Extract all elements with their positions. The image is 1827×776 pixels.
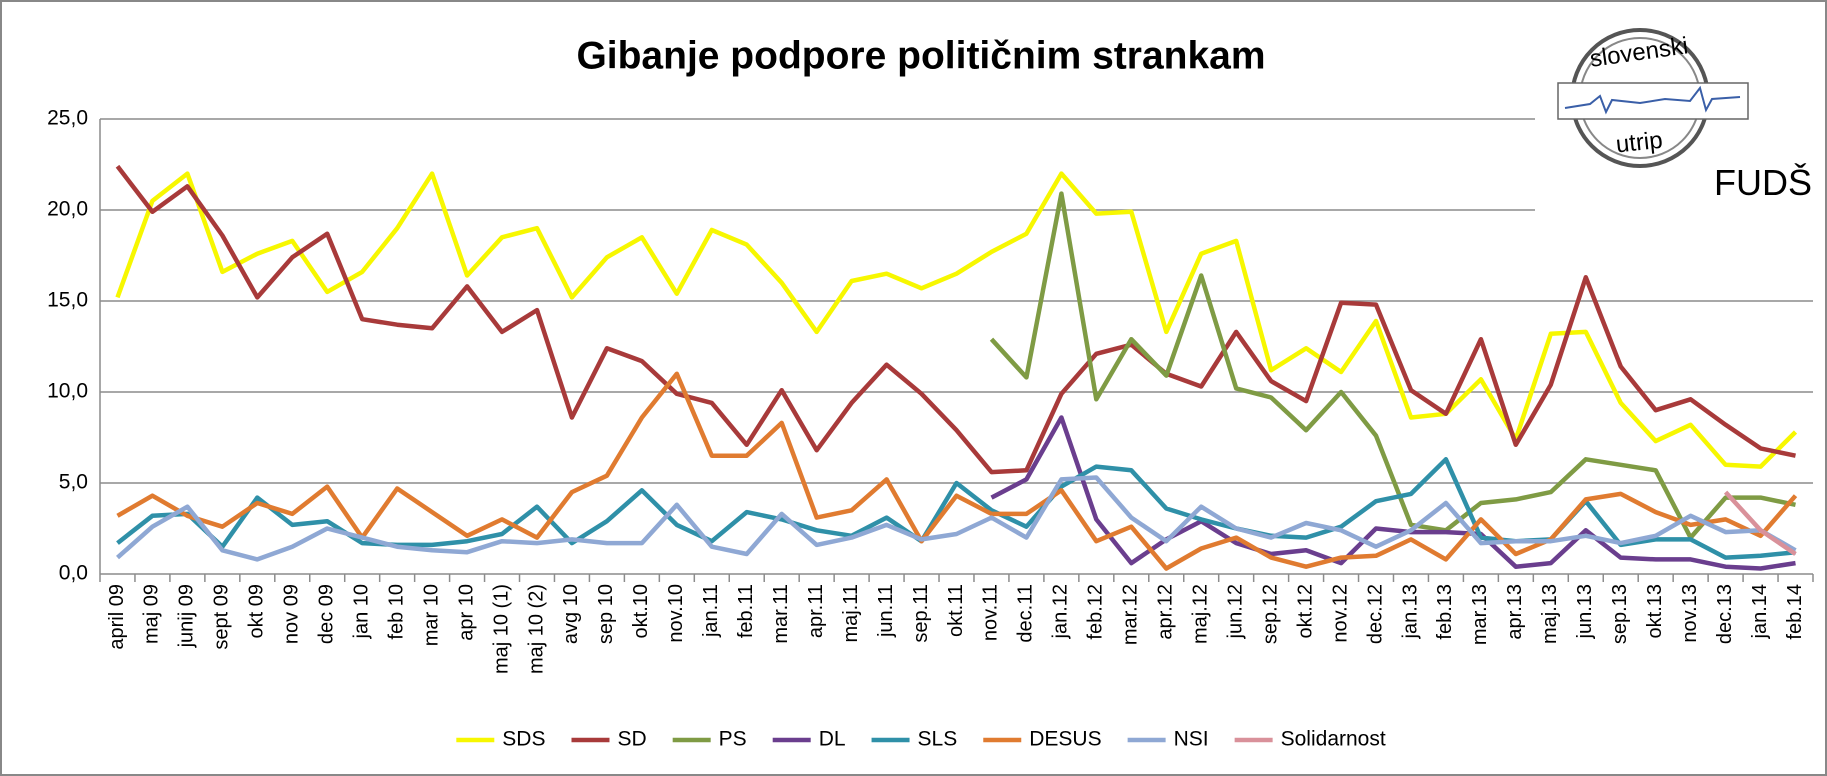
x-tick-label: jun.13 bbox=[1574, 584, 1596, 640]
x-tick-label: feb.13 bbox=[1434, 584, 1456, 640]
legend-label: SD bbox=[617, 728, 646, 751]
x-tick-label: jun.12 bbox=[1224, 584, 1246, 640]
x-tick-label: sep.11 bbox=[910, 584, 932, 643]
x-tick-label: maj.11 bbox=[840, 584, 862, 643]
lines bbox=[115, 164, 1798, 571]
x-tick-label: sept 09 bbox=[211, 584, 233, 650]
x-tick-label: nov.13 bbox=[1679, 584, 1701, 643]
legend-label: DL bbox=[819, 728, 846, 751]
x-tick-label: jun.11 bbox=[875, 584, 897, 638]
x-tick-label: dec.12 bbox=[1364, 584, 1386, 644]
legend-label: Solidarnost bbox=[1281, 728, 1386, 751]
x-tick-label: maj.13 bbox=[1539, 584, 1561, 644]
x-tick-label: apr.11 bbox=[805, 584, 827, 638]
series-line bbox=[115, 164, 1796, 475]
x-tick-label: jan.14 bbox=[1749, 584, 1771, 640]
x-tick-label: nov 09 bbox=[281, 584, 303, 644]
x-tick-label: okt 09 bbox=[246, 584, 268, 638]
series-line bbox=[1723, 490, 1797, 556]
y-tick-label: 15,0 bbox=[47, 289, 88, 312]
legend-label: NSI bbox=[1174, 728, 1209, 751]
chart-title: Gibanje podpore političnim strankam bbox=[576, 34, 1265, 77]
x-tick-label: april 09 bbox=[106, 584, 128, 650]
legend-label: SDS bbox=[502, 728, 545, 751]
x-tick-label: okt.13 bbox=[1644, 584, 1666, 638]
legend: SDS SD PS DL SLS DESUS NSI Solidarnost bbox=[456, 728, 1386, 751]
x-tick-label: sep.13 bbox=[1609, 584, 1631, 644]
x-tick-label: feb.12 bbox=[1085, 584, 1107, 640]
legend-label: PS bbox=[719, 728, 747, 751]
x-tick-label: feb.11 bbox=[735, 584, 757, 638]
series-line bbox=[990, 415, 1796, 571]
x-tick-label: okt.12 bbox=[1294, 584, 1316, 638]
x-tick-label: mar 10 bbox=[420, 584, 442, 646]
x-tick-label: maj.12 bbox=[1189, 584, 1211, 644]
x-tick-label: mar.13 bbox=[1469, 584, 1491, 645]
x-tick-label: dec.11 bbox=[1015, 584, 1037, 643]
x-tick-label: jan.11 bbox=[700, 584, 722, 638]
x-tick-label: feb.14 bbox=[1784, 584, 1806, 640]
logo-pulse bbox=[1564, 85, 1741, 115]
x-tick-label: junij 09 bbox=[176, 584, 198, 648]
legend-label: SLS bbox=[918, 728, 958, 751]
x-tick-label: sep.12 bbox=[1259, 584, 1281, 644]
x-tick-label: maj 10 (2) bbox=[525, 584, 547, 674]
x-tick-label: maj 09 bbox=[141, 584, 163, 644]
x-tick-label: apr 10 bbox=[455, 584, 477, 641]
y-tick-label: 20,0 bbox=[47, 198, 88, 221]
x-tick-label: nov.11 bbox=[980, 584, 1002, 641]
legend-label: DESUS bbox=[1029, 728, 1101, 751]
series-line bbox=[116, 475, 1797, 562]
series-line bbox=[116, 371, 1798, 571]
x-tick-label: jan.13 bbox=[1399, 584, 1421, 640]
x-tick-label: jan 10 bbox=[350, 584, 372, 640]
x-tick-label: jan.12 bbox=[1050, 584, 1072, 640]
y-tick-label: 5,0 bbox=[59, 471, 88, 494]
series-line bbox=[989, 191, 1796, 540]
logo-bottom: utrip bbox=[1615, 127, 1664, 159]
y-tick-label: 10,0 bbox=[47, 380, 88, 403]
x-tick-label: mar.11 bbox=[770, 584, 792, 644]
x-tick-label: apr.13 bbox=[1504, 584, 1526, 640]
x-tick-label: mar.12 bbox=[1120, 584, 1142, 645]
x-tick-label: nov.10 bbox=[665, 584, 687, 643]
axes: 0,0 5,0 10,0 15,0 20,0 25,0 april 09 maj 09 juni… bbox=[47, 107, 1814, 674]
y-tick-label: 0,0 bbox=[59, 562, 88, 585]
x-tick-label: feb 10 bbox=[385, 584, 407, 640]
grid bbox=[100, 118, 1813, 575]
logo: slovenski utrip FUDŠ bbox=[1535, 22, 1825, 217]
x-tick-label: okt.10 bbox=[630, 584, 652, 638]
x-tick-label: nov.12 bbox=[1329, 584, 1351, 643]
x-tick-label: apr.12 bbox=[1155, 584, 1177, 640]
x-tick-label: maj 10 (1) bbox=[490, 584, 512, 674]
logo-org: FUDŠ bbox=[1714, 162, 1812, 203]
x-tick-label: dec 09 bbox=[316, 584, 338, 644]
x-tick-label: sep 10 bbox=[595, 584, 617, 644]
x-tick-label: avg 10 bbox=[560, 584, 582, 644]
x-tick-label: okt.11 bbox=[945, 584, 967, 637]
y-tick-label: 25,0 bbox=[47, 107, 88, 130]
x-tick-label: dec.13 bbox=[1714, 584, 1736, 644]
